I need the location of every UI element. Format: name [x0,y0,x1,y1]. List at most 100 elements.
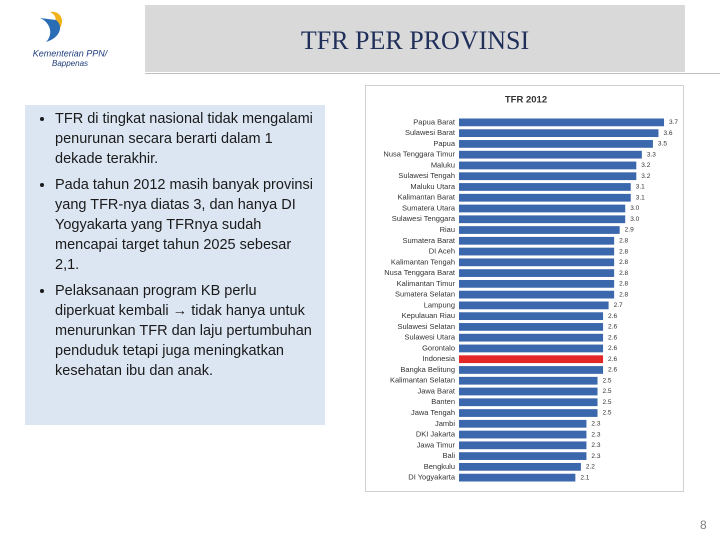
value-label: 2.3 [591,431,600,438]
bar [459,376,598,385]
bar [459,441,587,450]
chart-panel: TFR 2012 Papua Barat 3.7 Sulawesi Barat 3.6… [365,85,684,492]
category-label: DI Yogyakarta [408,473,456,482]
bar [459,312,604,321]
value-label: 2.3 [591,453,600,460]
category-label: Maluku [431,160,455,169]
bar [459,279,615,288]
category-label: Kalimantan Selatan [390,376,455,385]
category-label: Sulawesi Tengah [398,171,455,180]
bar [459,301,609,310]
bar [459,204,626,213]
value-label: 2.5 [603,388,612,395]
value-label: 3.1 [636,184,645,191]
logo-text: Kementerian PPN/ [33,48,109,58]
logo: Kementerian PPN/ Bappenas [33,11,109,68]
value-label: 2.6 [608,324,617,331]
value-label: 2.5 [603,377,612,384]
value-label: 3.2 [641,162,650,169]
bar [459,183,631,191]
category-label: Sulawesi Tenggara [392,214,456,223]
bar [459,226,620,234]
category-label: Indonesia [422,354,455,363]
value-label: 2.8 [619,259,628,266]
bar [459,290,615,299]
bar [459,236,615,245]
category-label: DI Aceh [429,247,455,256]
value-label: 3.1 [636,194,645,201]
value-label: 2.8 [619,281,628,288]
category-label: Nusa Tenggara Barat [384,268,456,277]
bullet: TFR di tingkat nasional tidak mengalami … [55,109,315,169]
value-label: 2.8 [619,238,628,245]
bar [459,172,637,181]
bar [459,409,598,417]
value-label: 2.8 [619,270,628,277]
value-label: 2.3 [591,442,600,449]
category-label: Bali [442,451,455,460]
value-label: 3.5 [658,141,667,148]
category-label: Nusa Tenggara Timur [383,150,455,159]
bar [459,473,576,482]
value-label: 3.2 [641,173,650,180]
value-label: 3.3 [647,151,656,158]
value-label: 2.6 [608,334,617,341]
category-label: DKI Jakarta [416,430,456,439]
value-label: 3.0 [630,205,639,212]
category-label: Sulawesi Barat [405,128,456,137]
bullet: Pelaksanaan program KB perlu diperkuat k… [55,281,315,381]
bar [459,193,631,202]
chart: TFR 2012 Papua Barat 3.7 Sulawesi Barat 3.6… [383,95,678,482]
category-label: Bengkulu [424,462,455,471]
bar [459,387,598,396]
bullet: Pada tahun 2012 masih banyak provinsi ya… [55,175,315,275]
category-label: Jawa Timur [417,440,456,449]
value-label: 2.7 [614,302,623,309]
value-label: 3.6 [663,130,672,137]
value-label: 2.6 [608,367,617,374]
category-label: Banten [431,397,455,406]
bar [459,344,604,353]
value-label: 2.6 [608,313,617,320]
logo-text: Bappenas [52,59,88,68]
text-box: TFR di tingkat nasional tidak mengalami … [25,105,325,425]
category-label: Sumatera Selatan [395,290,455,299]
value-label: 2.9 [625,227,634,234]
divider [145,73,720,74]
logo-shape [40,18,61,42]
bar [459,366,604,374]
bar [459,323,604,331]
chart-title: TFR 2012 [505,95,547,106]
value-label: 2.6 [608,345,617,352]
bar [459,452,587,460]
value-label: 2.6 [608,356,617,363]
bar [459,161,637,170]
category-label: Papua Barat [413,117,456,126]
category-label: Maluku Utara [410,182,455,191]
slide-title: TFR PER PROVINSI [145,5,685,74]
value-label: 2.1 [580,474,589,481]
value-label: 3.0 [630,216,639,223]
bar [459,269,615,277]
category-label: Jambi [435,419,455,428]
bar [459,419,587,428]
bar [459,398,598,407]
value-label: 2.5 [603,410,612,417]
value-label: 2.3 [591,421,600,428]
category-label: Jawa Barat [417,386,455,395]
value-label: 2.5 [603,399,612,406]
category-label: Kalimantan Tengah [391,257,455,266]
category-label: Sulawesi Selatan [397,322,455,331]
value-label: 3.7 [669,119,678,126]
bar [459,462,581,471]
category-label: Kepulauan Riau [402,311,455,320]
value-label: 2.2 [586,464,595,471]
category-label: Kalimantan Timur [397,279,456,288]
page-number: 8 [700,518,707,532]
bar [459,150,642,159]
category-label: Kalimantan Barat [397,193,455,202]
category-label: Bangka Belitung [400,365,455,374]
bar [459,258,615,267]
bar [459,215,626,224]
bar [459,430,587,439]
